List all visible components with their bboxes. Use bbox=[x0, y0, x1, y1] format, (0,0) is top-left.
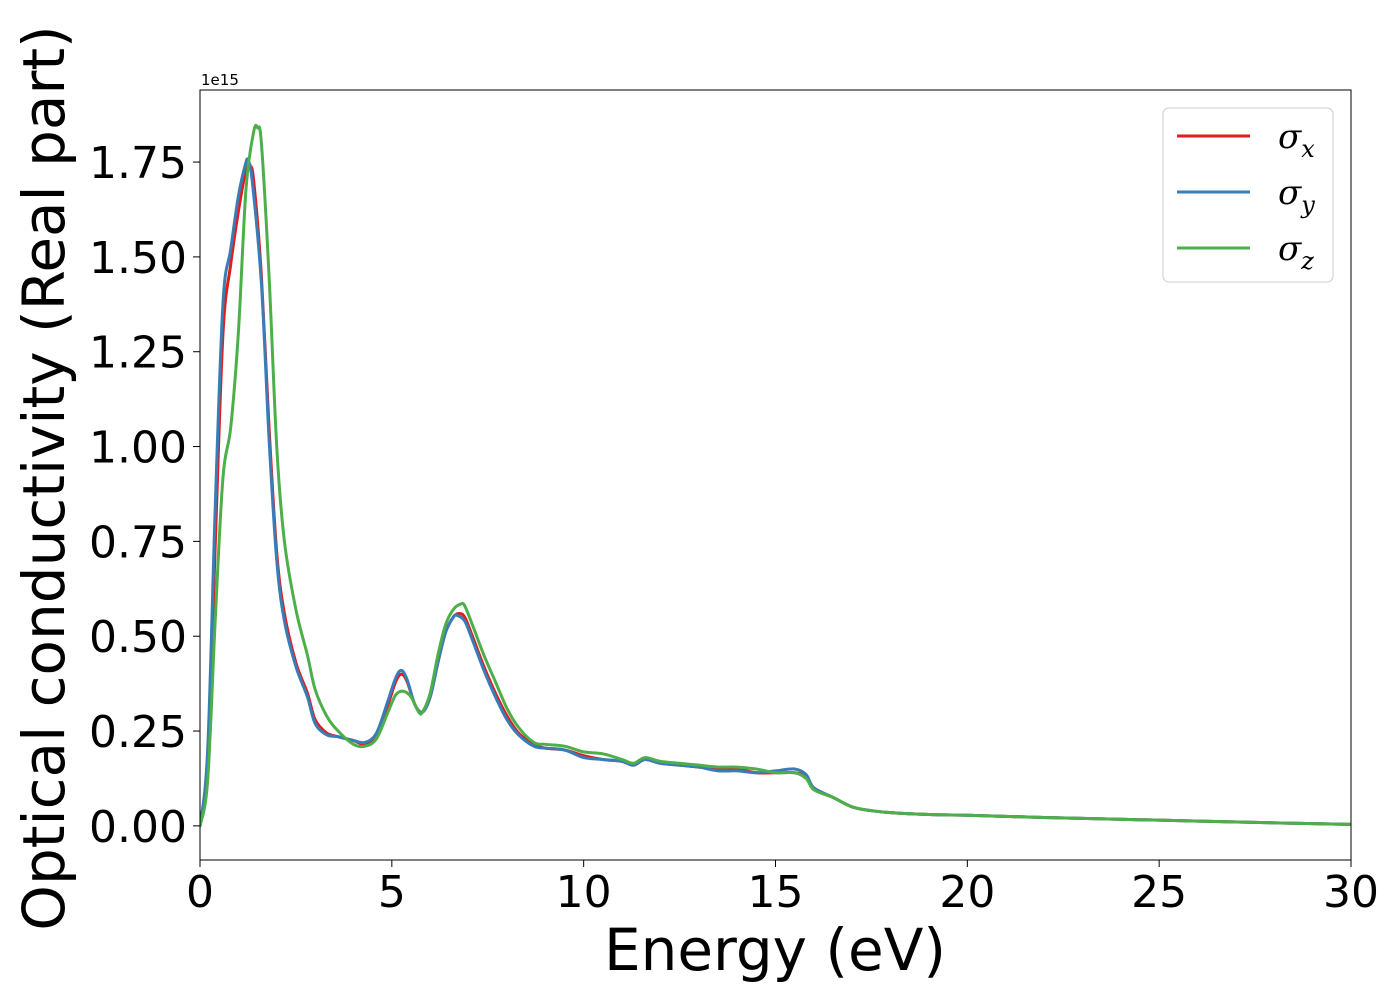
y-tick-label: 0.00 bbox=[89, 802, 187, 853]
legend-label-y: σy bbox=[1278, 173, 1315, 219]
y-tick-label: 1.75 bbox=[89, 138, 187, 189]
x-tick-label: 20 bbox=[939, 867, 995, 918]
y-tick-label: 1.00 bbox=[89, 423, 187, 474]
legend-subscript: z bbox=[1300, 247, 1314, 275]
y-tick-label: 0.25 bbox=[89, 707, 187, 758]
x-tick-label: 5 bbox=[378, 867, 406, 918]
x-tick-label: 30 bbox=[1323, 867, 1379, 918]
y-tick-label: 0.75 bbox=[89, 517, 187, 568]
y-axis-title: Optical conductivity (Real part) bbox=[10, 25, 78, 930]
x-tick-label: 10 bbox=[556, 867, 612, 918]
legend-subscript: x bbox=[1301, 135, 1315, 163]
y-tick-label: 1.50 bbox=[89, 233, 187, 284]
x-tick-label: 15 bbox=[748, 867, 804, 918]
y-offset-label: 1e15 bbox=[201, 71, 239, 89]
x-tick-label: 25 bbox=[1131, 867, 1187, 918]
x-tick-label: 0 bbox=[186, 867, 214, 918]
series-layer bbox=[200, 123, 1351, 828]
legend-label-z: σz bbox=[1278, 229, 1314, 275]
y-tick-label: 1.25 bbox=[89, 328, 187, 379]
legend-subscript: y bbox=[1300, 191, 1315, 219]
legend-box bbox=[1162, 107, 1334, 283]
y-axis-ticks: 0.00 0.25 0.50 0.75 1.00 1.25 1.50 1.75 bbox=[89, 138, 200, 853]
legend-symbol: σ bbox=[1278, 173, 1302, 213]
legend-symbol: σ bbox=[1278, 117, 1302, 157]
x-axis-title: Energy (eV) bbox=[604, 916, 946, 984]
series-line-y bbox=[200, 157, 1351, 828]
legend-label-x: σx bbox=[1278, 117, 1315, 163]
x-axis-ticks: 0 5 10 15 20 25 30 bbox=[186, 860, 1379, 918]
series-line-z bbox=[200, 123, 1351, 828]
y-tick-label: 0.50 bbox=[89, 612, 187, 663]
legend-symbol: σ bbox=[1278, 229, 1302, 269]
